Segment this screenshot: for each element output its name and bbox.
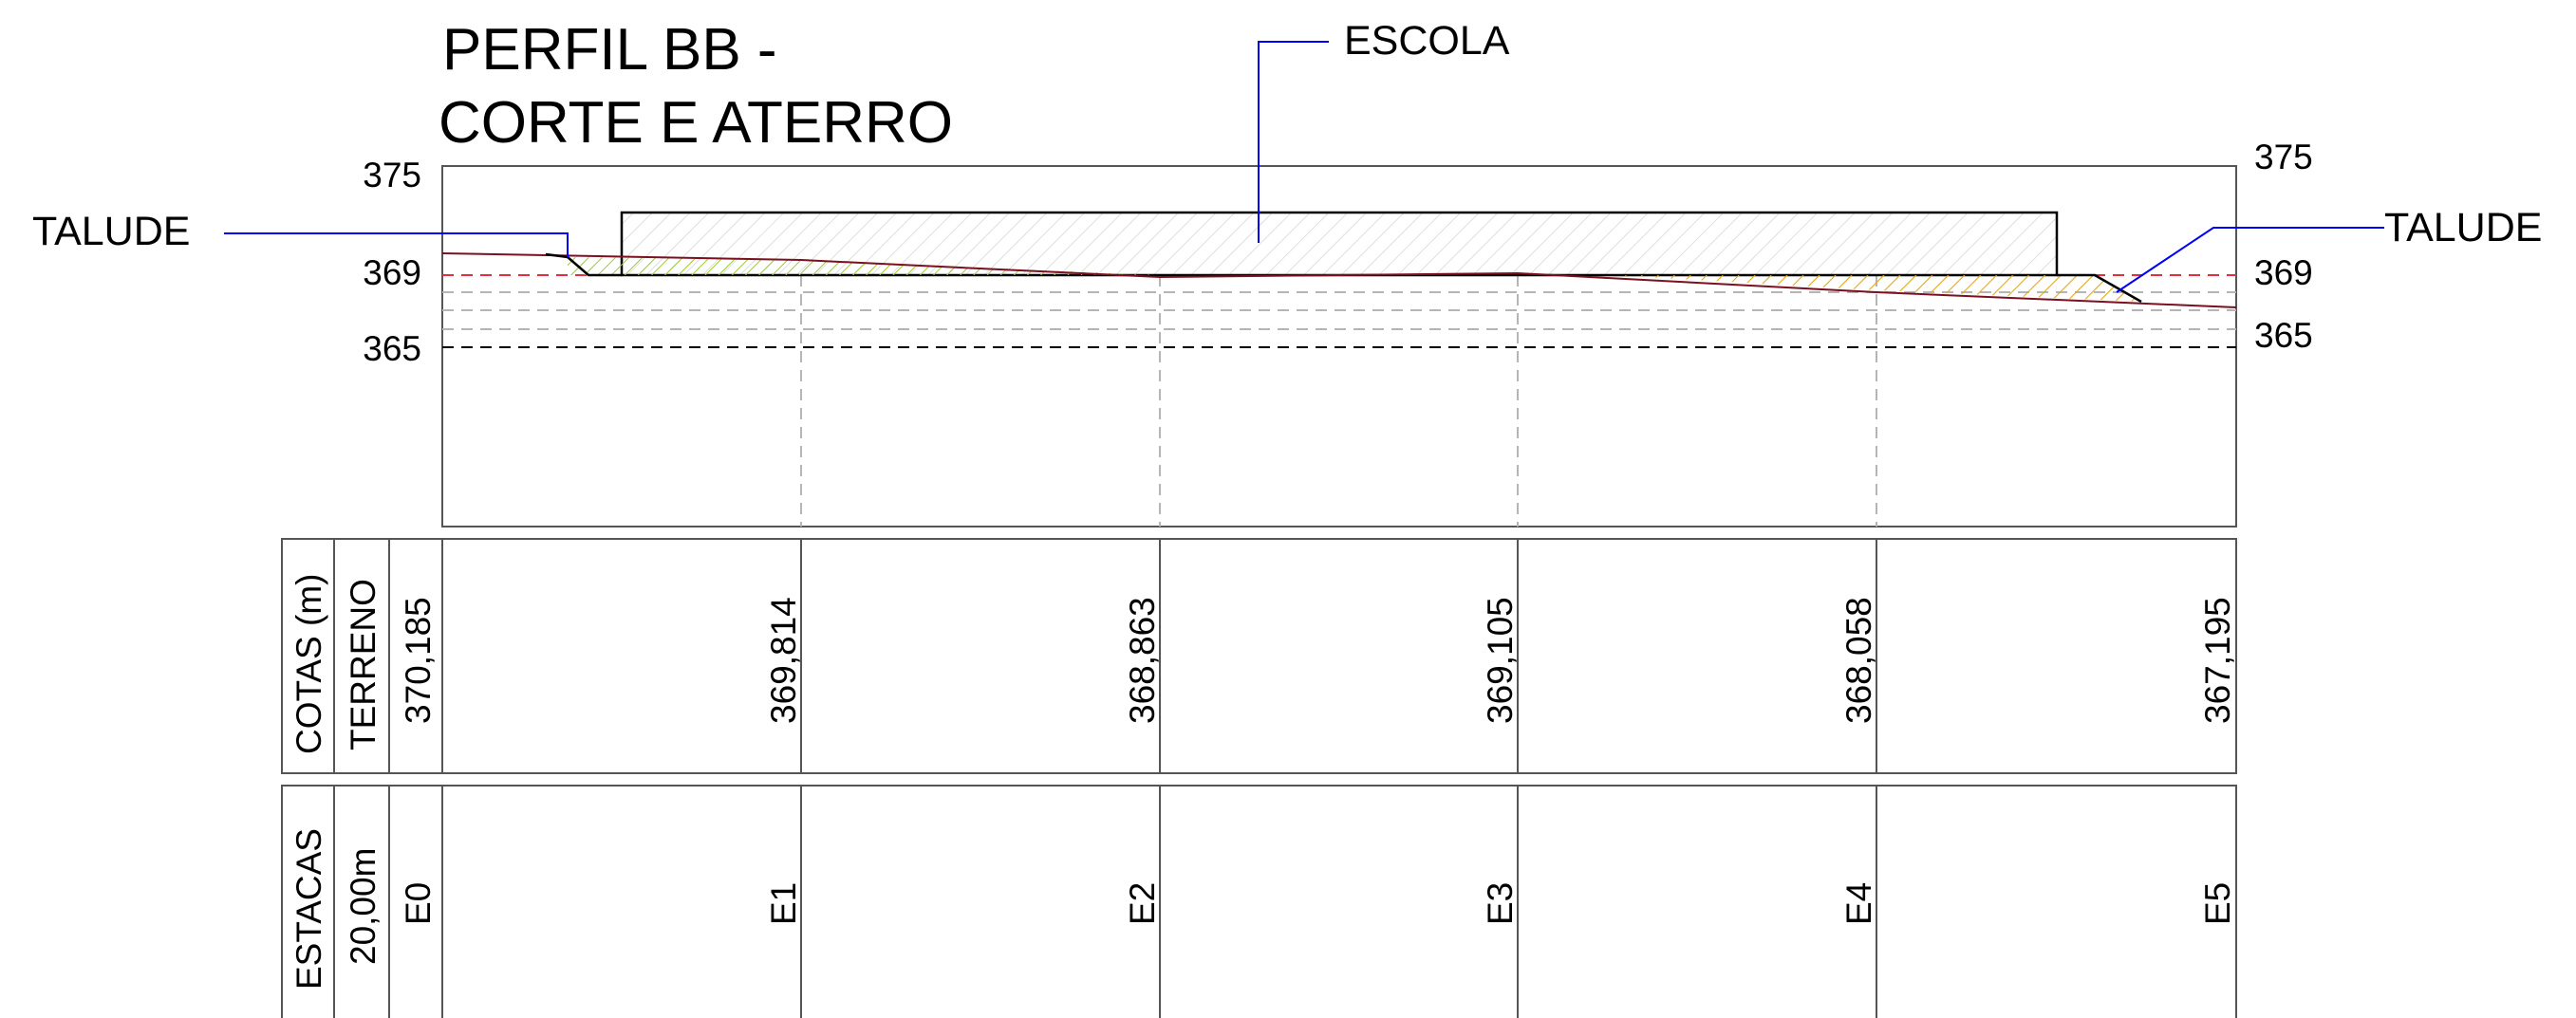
talude-right-slope bbox=[2057, 273, 2142, 304]
terrain-line bbox=[441, 252, 2237, 308]
station-e0: E0 bbox=[399, 882, 438, 925]
callout-talude-right-leader bbox=[2116, 227, 2384, 293]
elevation-e2: 368,863 bbox=[1123, 597, 1162, 724]
station-e1: E1 bbox=[764, 882, 803, 925]
callout-talude-left-leader bbox=[224, 232, 569, 257]
elevation-e0: 370,185 bbox=[399, 597, 438, 724]
callout-talude-left: TALUDE bbox=[32, 209, 190, 254]
callout-escola-leader bbox=[1258, 41, 1329, 243]
station-e3: E3 bbox=[1481, 882, 1520, 925]
elevation-left-375: 375 bbox=[363, 156, 421, 194]
elevation-e5: 367,195 bbox=[2198, 597, 2237, 724]
cotas-table bbox=[281, 538, 2237, 774]
station-e5: E5 bbox=[2198, 882, 2237, 925]
elevation-e3: 369,105 bbox=[1481, 597, 1520, 724]
elevation-e4: 368,058 bbox=[1839, 597, 1878, 724]
station-e2: E2 bbox=[1123, 882, 1162, 925]
elevation-right-375: 375 bbox=[2254, 138, 2313, 176]
elevation-left-365: 365 bbox=[363, 329, 421, 368]
cotas-label: COTAS (m) bbox=[289, 574, 328, 754]
elevation-e1: 369,814 bbox=[764, 597, 803, 724]
spacing-label: 20,00m bbox=[344, 848, 383, 965]
title-line-2: CORTE E ATERRO bbox=[439, 90, 953, 156]
callout-talude-right: TALUDE bbox=[2384, 205, 2542, 250]
terreno-label: TERRENO bbox=[344, 579, 383, 750]
estacas-label: ESTACAS bbox=[289, 828, 328, 990]
fill-area bbox=[1614, 275, 2141, 302]
station-e4: E4 bbox=[1839, 882, 1878, 925]
estacas-table bbox=[281, 785, 2237, 1018]
elevation-right-369: 369 bbox=[2254, 253, 2313, 292]
title-line-1: PERFIL BB - bbox=[442, 17, 777, 83]
callout-escola: ESCOLA bbox=[1344, 18, 1510, 64]
elevation-left-369: 369 bbox=[363, 253, 421, 292]
talude-left-slope bbox=[545, 252, 622, 277]
elevation-right-365: 365 bbox=[2254, 316, 2313, 355]
